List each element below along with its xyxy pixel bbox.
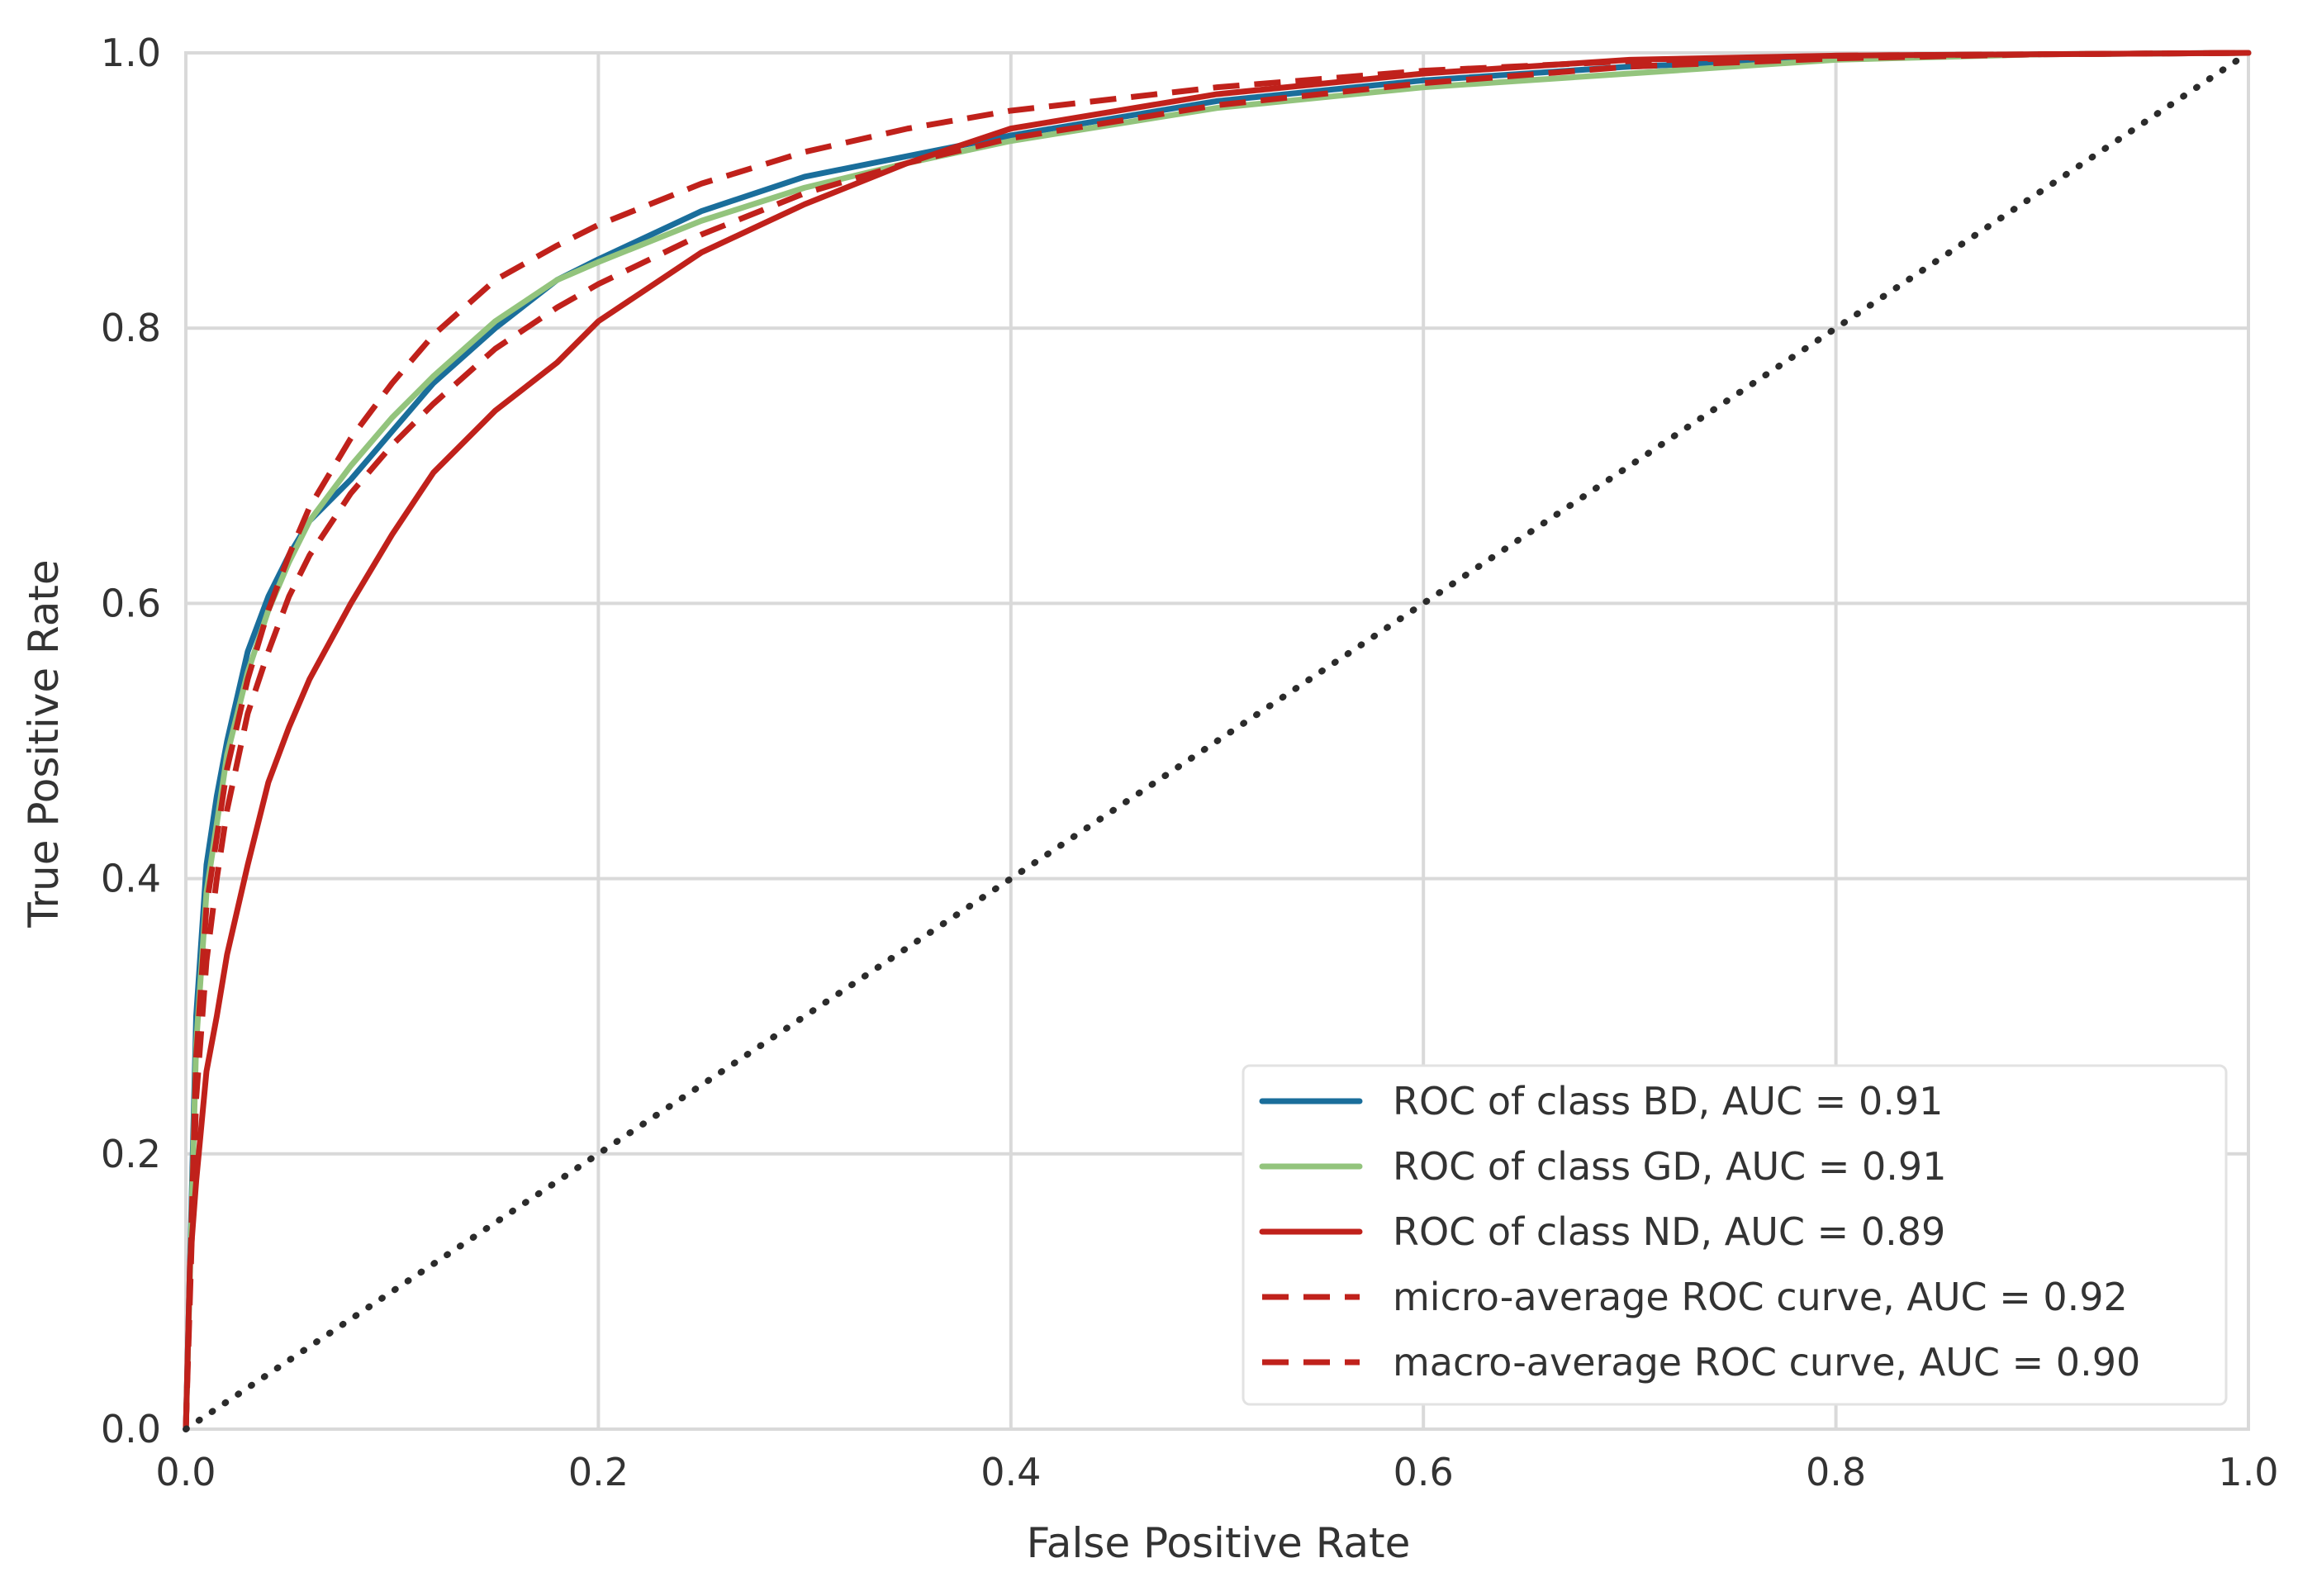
legend-item: ROC of class GD, AUC = 0.91 <box>1259 1144 1946 1189</box>
legend-label: micro-average ROC curve, AUC = 0.92 <box>1393 1275 2128 1319</box>
legend-items: ROC of class BD, AUC = 0.91 ROC of class … <box>1259 1079 2140 1385</box>
roc-series-line <box>183 50 2249 1430</box>
x-tick-label: 0.8 <box>1806 1450 1866 1494</box>
y-tick-label: 0.6 <box>101 581 161 625</box>
y-axis-label: True Positive Rate <box>20 559 68 928</box>
y-tick-label: 0.0 <box>101 1407 161 1451</box>
plot-border <box>184 51 2250 1431</box>
grid-layer <box>184 51 2250 1431</box>
legend: ROC of class BD, AUC = 0.91 ROC of class … <box>1242 1064 2228 1406</box>
tick-label-layer: 0.0 0.2 0.4 0.6 0.8 1.0 0.0 0.2 0.4 0.6 0.8 1.0 <box>101 31 2279 1494</box>
legend-label: macro-average ROC curve, AUC = 0.90 <box>1393 1340 2140 1385</box>
chance-diagonal-line <box>183 50 2252 1432</box>
legend-label: ROC of class BD, AUC = 0.91 <box>1393 1079 1943 1123</box>
plot-border-layer <box>184 51 2250 1431</box>
legend-label: ROC of class ND, AUC = 0.89 <box>1393 1209 1945 1254</box>
legend-item: ROC of class BD, AUC = 0.91 <box>1259 1079 1943 1123</box>
x-axis-label: False Positive Rate <box>1027 1519 1411 1567</box>
y-tick-label: 0.2 <box>101 1132 161 1176</box>
x-tick-label: 0.4 <box>980 1450 1041 1494</box>
x-tick-label: 1.0 <box>2218 1450 2278 1494</box>
y-tick-label: 1.0 <box>101 31 161 75</box>
legend-label: ROC of class GD, AUC = 0.91 <box>1393 1144 1946 1189</box>
y-tick-label: 0.4 <box>101 857 161 901</box>
legend-item: macro-average ROC curve, AUC = 0.90 <box>1262 1340 2140 1385</box>
legend-box <box>1242 1064 2228 1406</box>
roc-series-line <box>183 50 2249 1430</box>
legend-item: micro-average ROC curve, AUC = 0.92 <box>1262 1275 2128 1319</box>
roc-series-line <box>183 50 2252 1432</box>
series-layer <box>183 50 2252 1432</box>
x-tick-label: 0.2 <box>568 1450 629 1494</box>
legend-item: ROC of class ND, AUC = 0.89 <box>1259 1209 1945 1254</box>
roc-series-line <box>183 50 2252 1432</box>
y-tick-label: 0.8 <box>101 306 161 350</box>
x-tick-label: 0.6 <box>1394 1450 1454 1494</box>
x-tick-label: 0.0 <box>155 1450 216 1494</box>
roc-series-line <box>183 50 2252 1432</box>
diagonal-layer <box>183 50 2252 1432</box>
